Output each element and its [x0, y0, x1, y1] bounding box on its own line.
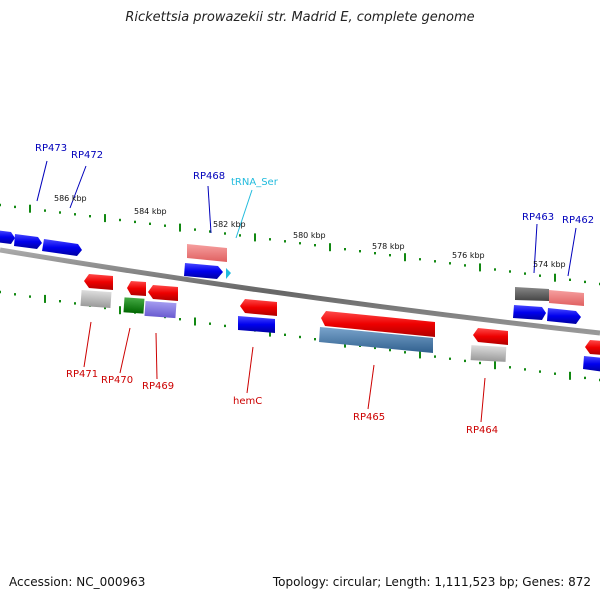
scale-label: 582 kbp [213, 220, 246, 229]
leader-line [83, 321, 92, 368]
trna-label: tRNA_Ser [231, 177, 279, 188]
upper-tick-track [0, 203, 600, 286]
leader-line [207, 185, 212, 234]
scale-label: 586 kbp [54, 194, 87, 203]
gene-arrow [0, 230, 15, 244]
gene-box [80, 289, 112, 309]
leader-line [567, 227, 577, 277]
gene-box [515, 287, 549, 301]
gene-label: RP473 [35, 143, 67, 154]
gene-arrow [513, 305, 546, 320]
gene-arrow [14, 234, 42, 249]
gene-arrow [240, 299, 277, 316]
gene-label: hemC [233, 396, 262, 407]
leader-line [69, 165, 87, 209]
gene-label: RP471 [66, 369, 98, 380]
reverse-features [80, 274, 600, 362]
scale-label: 584 kbp [134, 207, 167, 216]
gene-box [187, 244, 227, 262]
gene-arrow [547, 308, 581, 324]
gene-arrow [42, 239, 82, 256]
gene-arrow [184, 263, 223, 279]
reverse-gene-labels: RP471 RP470 RP469 hemC RP465 RP464 [66, 369, 498, 436]
scale-label: 576 kbp [452, 251, 485, 260]
leader-line [367, 364, 375, 410]
forward-features [0, 230, 600, 372]
gene-label: RP470 [101, 375, 133, 386]
trna-marker [226, 268, 231, 279]
leader-line [155, 332, 158, 380]
scale-label: 580 kbp [293, 231, 326, 240]
leader-lines [36, 160, 577, 423]
gene-box [238, 316, 275, 333]
gene-arrow [148, 285, 178, 301]
gene-arrow [84, 274, 113, 290]
gene-label: RP468 [193, 171, 225, 182]
scale-label: 574 kbp [533, 260, 566, 269]
gene-box [123, 297, 145, 314]
leader-line [235, 189, 253, 239]
gene-label: RP469 [142, 381, 174, 392]
gene-arrow [585, 340, 600, 355]
gene-box [319, 327, 433, 353]
leader-line [36, 160, 48, 202]
gene-label: RP465 [353, 412, 385, 423]
scale-label: 578 kbp [372, 242, 405, 251]
gene-arrow [583, 356, 600, 372]
genome-title: Rickettsia prowazekii str. Madrid E, com… [125, 10, 475, 25]
gene-box [470, 345, 507, 362]
leader-line [119, 327, 131, 374]
leader-line [480, 377, 486, 423]
gene-label: RP463 [522, 212, 554, 223]
gene-box [144, 300, 177, 319]
gene-label: RP472 [71, 150, 103, 161]
genome-backbone [0, 247, 600, 336]
genome-stats-label: Topology: circular; Length: 1,111,523 bp… [272, 575, 591, 589]
gene-arrow [321, 311, 435, 337]
accession-label: Accession: NC_000963 [9, 575, 146, 589]
gene-box [549, 290, 584, 306]
leader-line [246, 346, 254, 394]
gene-label: RP464 [466, 425, 498, 436]
gene-label: RP462 [562, 215, 594, 226]
gene-arrow [127, 281, 146, 296]
scale-labels: 586 kbp 584 kbp 582 kbp 580 kbp 578 kbp … [54, 194, 566, 269]
leader-line [533, 223, 538, 274]
forward-gene-labels: RP473 RP472 RP468 RP463 RP462 [35, 143, 594, 226]
trna-labels: tRNA_Ser [231, 177, 279, 188]
gene-arrow [473, 328, 508, 345]
